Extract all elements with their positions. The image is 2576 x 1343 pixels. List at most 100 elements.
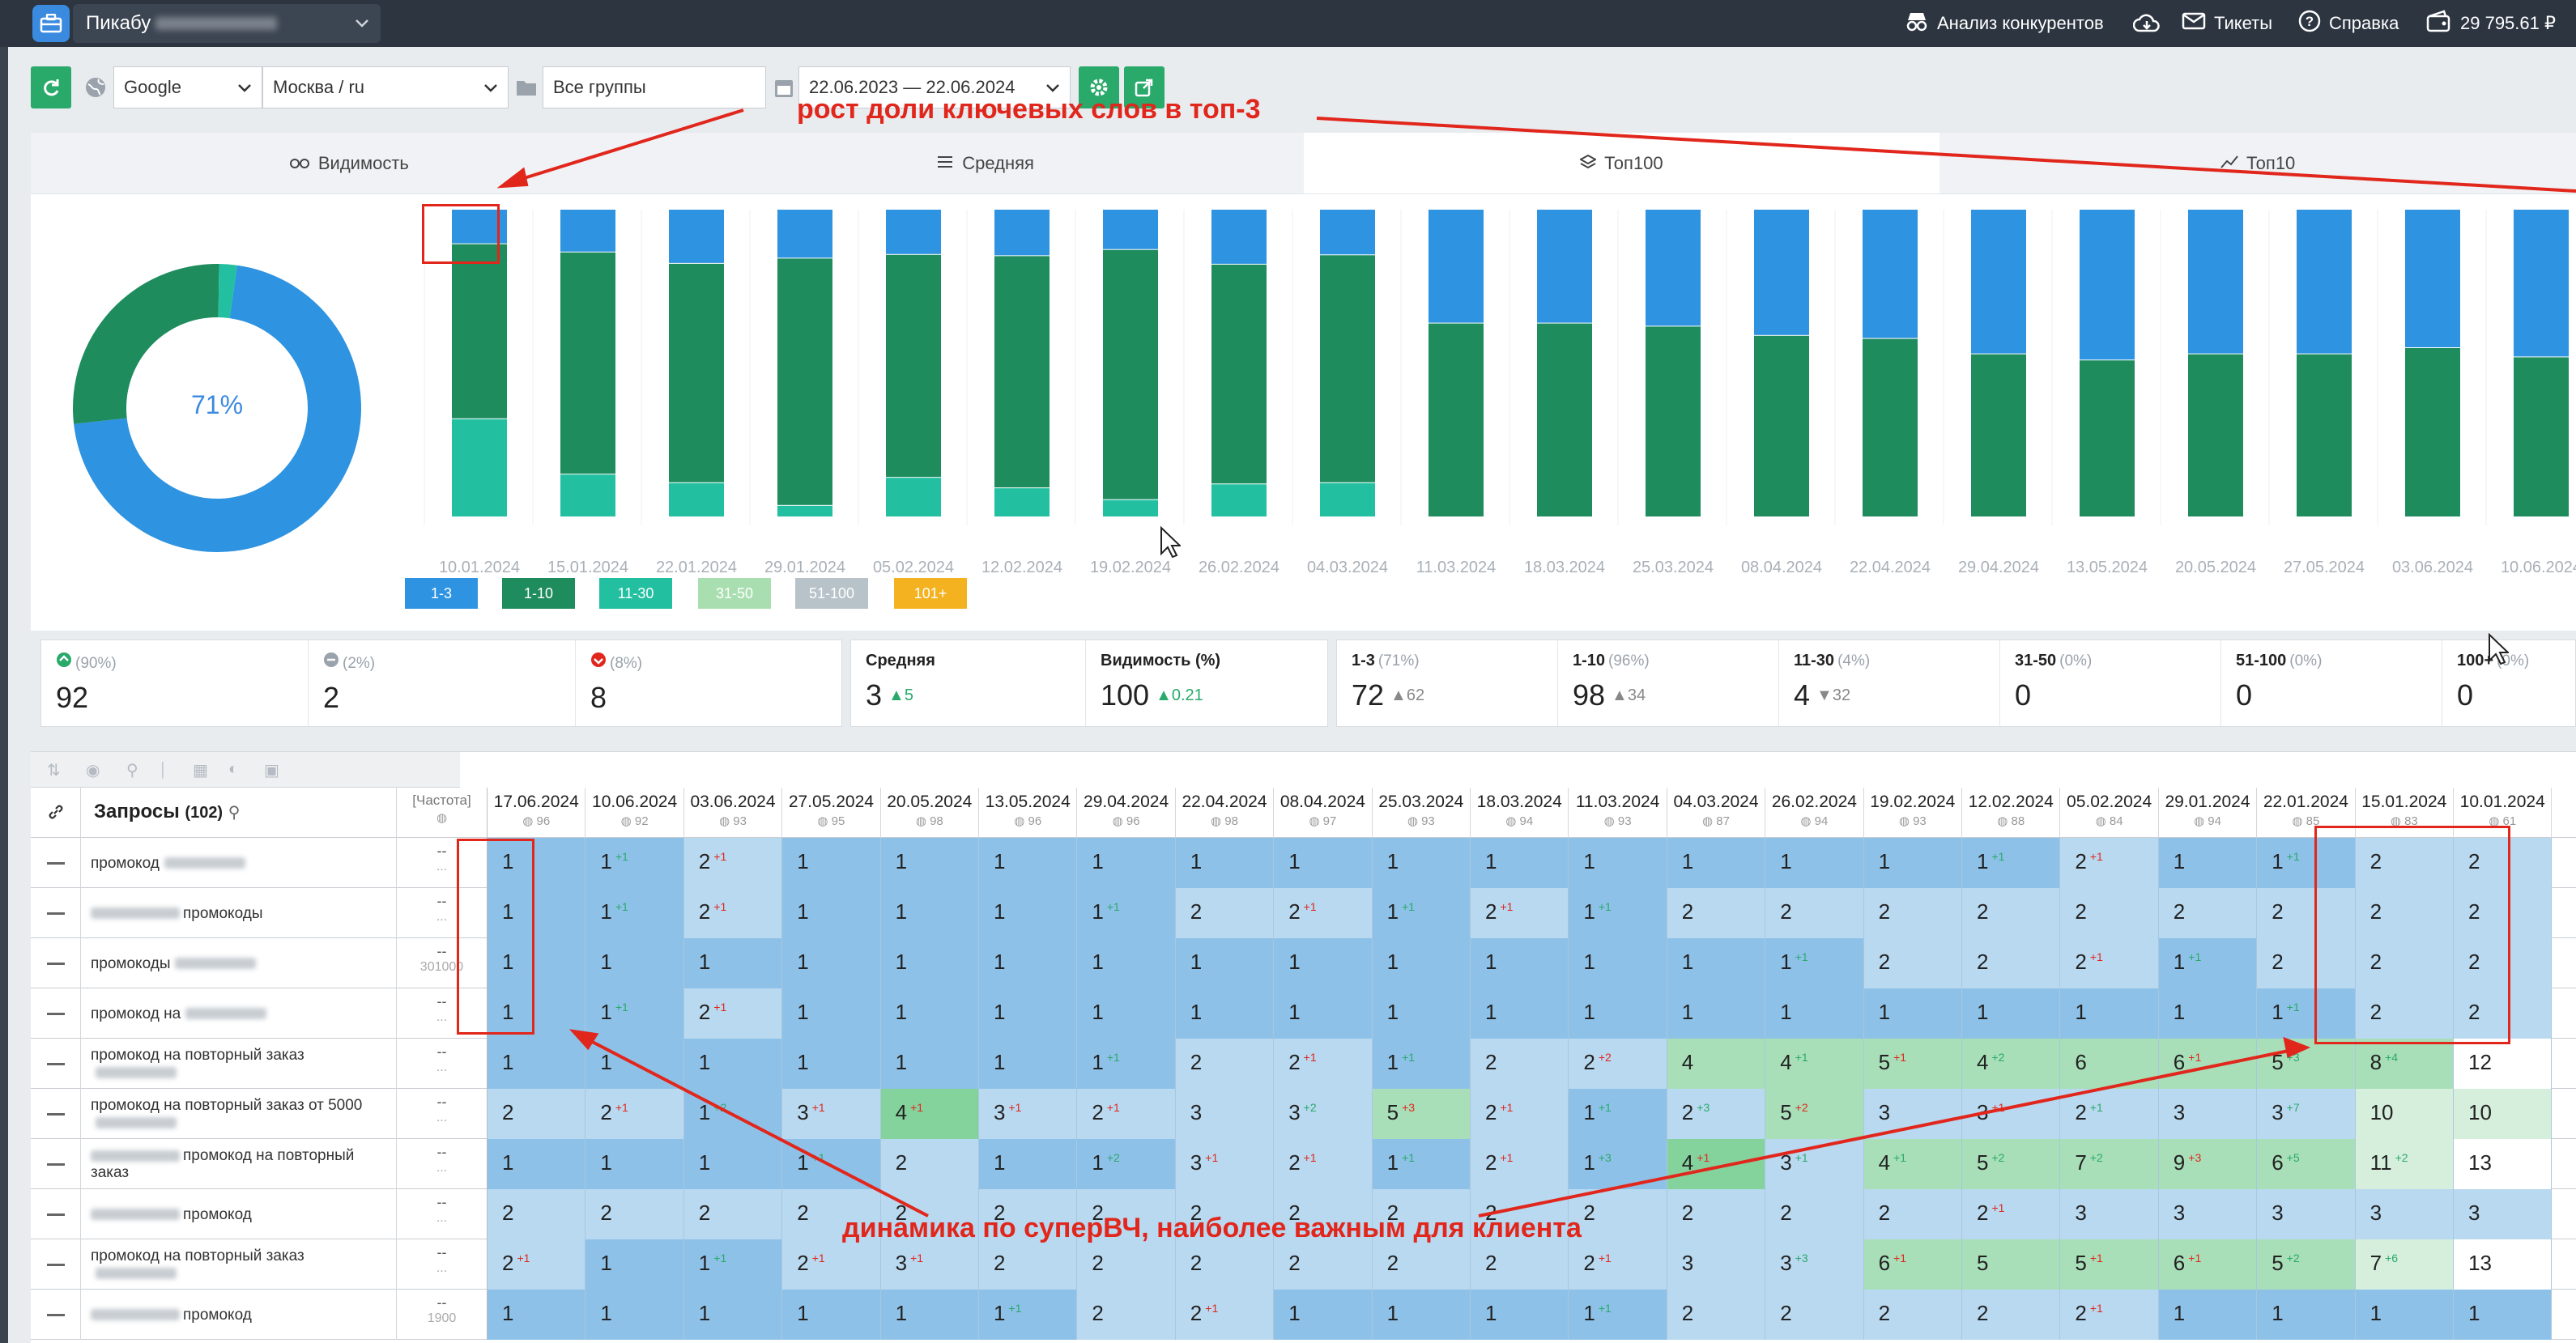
position-cell[interactable]: 1+1	[683, 1239, 783, 1290]
legend-31-50[interactable]: 31-50	[698, 578, 771, 609]
row-toggle[interactable]	[31, 1239, 81, 1290]
position-cell[interactable]: 1	[683, 1290, 783, 1340]
bar-1-10-15.01.2024[interactable]	[560, 252, 615, 474]
position-cell[interactable]: 2 +1	[1274, 1139, 1373, 1189]
position-cell[interactable]: 3+1	[979, 1089, 1078, 1139]
donut-slice-1-3[interactable]	[74, 265, 362, 552]
competitors-link[interactable]: Анализ конкурентов	[1905, 0, 2104, 47]
position-cell[interactable]: 1	[1274, 838, 1373, 888]
position-cell[interactable]: 1	[1569, 938, 1667, 988]
position-cell[interactable]: 1	[2158, 838, 2258, 888]
position-cell[interactable]: 1	[2257, 1290, 2356, 1340]
position-cell[interactable]: 2 +2	[1569, 1039, 1667, 1089]
position-cell[interactable]: 1	[683, 1039, 783, 1089]
position-cell[interactable]: 3	[1175, 1089, 1275, 1139]
position-cell[interactable]: 2	[880, 1139, 979, 1189]
date-header[interactable]: 22.04.2024 ◍ 98	[1176, 788, 1275, 838]
position-cell[interactable]: 3	[2158, 1189, 2258, 1239]
position-cell[interactable]: 5 +1	[1863, 1039, 1962, 1089]
bar-1-3-22.04.2024[interactable]	[1863, 210, 1918, 338]
position-cell[interactable]: 2	[488, 1089, 586, 1139]
query-name[interactable]: промокод	[81, 838, 397, 888]
date-header[interactable]: 08.04.2024 ◍ 97	[1274, 788, 1373, 838]
position-cell[interactable]: 1	[782, 1039, 881, 1089]
date-header[interactable]: 29.04.2024 ◍ 96	[1077, 788, 1176, 838]
position-cell[interactable]: 1	[979, 938, 1078, 988]
position-cell[interactable]: 2	[1569, 1189, 1667, 1239]
bar-1-3-25.03.2024[interactable]	[1646, 210, 1701, 326]
position-cell[interactable]: 2	[1077, 1290, 1176, 1340]
position-cell[interactable]: 8 +4	[2355, 1039, 2454, 1089]
position-cell[interactable]: 1+1	[2257, 988, 2356, 1039]
query-name[interactable]: промокоды	[81, 938, 397, 988]
bar-1-10-08.04.2024[interactable]	[1754, 335, 1809, 516]
position-cell[interactable]: 1+1	[1372, 888, 1471, 938]
position-cell[interactable]: 2	[1274, 1189, 1373, 1239]
bar-1-3-10.06.2024[interactable]	[2514, 210, 2569, 357]
bar-1-10-05.02.2024[interactable]	[886, 254, 941, 478]
date-header[interactable]: 29.01.2024 ◍ 94	[2159, 788, 2258, 838]
position-cell[interactable]: 1+1	[979, 1290, 1078, 1340]
position-cell[interactable]: 2	[1765, 1290, 1864, 1340]
position-cell[interactable]: 1+1	[2158, 938, 2258, 988]
tab-visibility[interactable]: Видимость	[31, 133, 667, 193]
position-cell[interactable]: 1+1	[1962, 838, 2061, 888]
position-cell[interactable]: 1	[880, 938, 979, 988]
position-cell[interactable]: 2	[880, 1189, 979, 1239]
position-cell[interactable]: 1	[1471, 1290, 1569, 1340]
position-cell[interactable]: 2	[1765, 1189, 1864, 1239]
date-header[interactable]: 10.06.2024 ◍ 92	[585, 788, 684, 838]
position-cell[interactable]: 1	[880, 1039, 979, 1089]
position-cell[interactable]: 1	[1667, 838, 1766, 888]
legend-51-100[interactable]: 51-100	[795, 578, 868, 609]
help-link[interactable]: ? Справка	[2298, 0, 2399, 47]
table-icon[interactable]: ▦	[193, 762, 208, 780]
eye-icon[interactable]: ◉	[86, 762, 100, 780]
tab-average[interactable]: Средняя	[667, 133, 1304, 193]
position-cell[interactable]: 1	[1372, 838, 1471, 888]
position-cell[interactable]: 2 +1	[782, 1239, 881, 1290]
row-toggle[interactable]	[31, 888, 81, 938]
position-cell[interactable]: 1	[1471, 938, 1569, 988]
workspace-select[interactable]: Пикабу	[73, 4, 381, 43]
position-cell[interactable]: 11 +2	[2355, 1139, 2454, 1189]
position-cell[interactable]: 2 +1	[1077, 1089, 1176, 1139]
position-cell[interactable]: 4 +1	[1863, 1139, 1962, 1189]
bar-11-30-29.01.2024[interactable]	[777, 505, 832, 516]
position-cell[interactable]: 1	[782, 888, 881, 938]
position-cell[interactable]: 2	[2257, 888, 2356, 938]
bar-1-3-13.05.2024[interactable]	[2080, 210, 2135, 360]
query-name[interactable]: промокод	[81, 1290, 397, 1340]
image-icon[interactable]: ▣	[264, 762, 279, 780]
legend-1-10[interactable]: 1-10	[502, 578, 575, 609]
date-header[interactable]: 10.01.2024 ◍ 61	[2454, 788, 2553, 838]
date-header[interactable]: 27.05.2024 ◍ 95	[782, 788, 881, 838]
position-cell[interactable]: 1	[782, 938, 881, 988]
legend-101+[interactable]: 101+	[894, 578, 967, 609]
bar-1-10-22.04.2024[interactable]	[1863, 338, 1918, 516]
position-cell[interactable]: 2	[2454, 988, 2553, 1039]
row-toggle[interactable]	[31, 1290, 81, 1340]
position-cell[interactable]: 2 +1	[1274, 888, 1373, 938]
position-cell[interactable]: 1	[979, 838, 1078, 888]
position-cell[interactable]: 2 +1	[2060, 838, 2159, 888]
position-cell[interactable]: 1+1	[1077, 888, 1176, 938]
position-cell[interactable]: 2 +1	[2060, 1089, 2159, 1139]
position-cell[interactable]: 3	[2355, 1189, 2454, 1239]
settings-button[interactable]	[1079, 66, 1119, 108]
position-cell[interactable]: 1	[2158, 1290, 2258, 1340]
position-cell[interactable]: 3+1	[1175, 1139, 1275, 1189]
bar-1-3-11.03.2024[interactable]	[1429, 210, 1484, 323]
freq-header[interactable]: [Частота] ◍	[397, 788, 488, 838]
queries-header[interactable]: Запросы (102) ⚲	[81, 788, 397, 838]
position-cell[interactable]: 2 +1	[1471, 1089, 1569, 1139]
bar-11-30-12.02.2024[interactable]	[994, 488, 1050, 516]
position-cell[interactable]: 3+1	[1962, 1089, 2061, 1139]
position-cell[interactable]: 1	[1372, 988, 1471, 1039]
position-cell[interactable]: 2	[1863, 1290, 1962, 1340]
position-cell[interactable]: 1+1	[1569, 1089, 1667, 1139]
position-cell[interactable]: 2	[1274, 1239, 1373, 1290]
position-cell[interactable]: 5 +3	[1372, 1089, 1471, 1139]
position-cell[interactable]: 1+1	[1077, 1039, 1176, 1089]
position-cell[interactable]: 2	[2158, 888, 2258, 938]
